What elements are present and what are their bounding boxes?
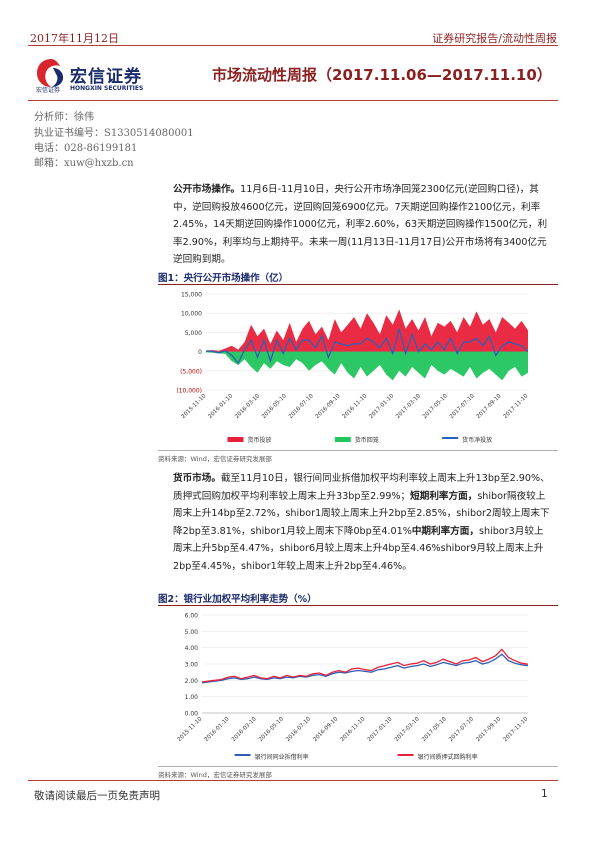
chart1-y-tick-label: (5,000) xyxy=(180,368,202,375)
chart1-y-tick-label: (10,000) xyxy=(176,388,202,395)
chart2-legend-label: 银行间质押式回购利率 xyxy=(418,753,478,761)
short-rate-lead: 短期利率方面， xyxy=(410,490,478,502)
chart2-x-tick-label: 2017-01-10 xyxy=(367,716,394,743)
chart2-x-tick-label: 2017-07-10 xyxy=(448,716,475,743)
page-number: 1 xyxy=(541,788,548,800)
company-logo-icon xyxy=(37,59,64,87)
chart2-y-tick-label: 6.00 xyxy=(185,613,199,620)
figure1-caption: 图1：央行公开市场操作（亿） xyxy=(158,273,289,284)
chart2-y-tick-label: 5.00 xyxy=(185,629,199,636)
figure1-top-rule xyxy=(158,284,558,285)
chart1-x-tick-label: 2016-05-10 xyxy=(261,393,288,420)
chart2-y-tick-label: 0.00 xyxy=(185,711,199,718)
chart1-legend-swatch xyxy=(334,437,351,442)
chart1-x-tick-label: 2017-07-10 xyxy=(449,393,476,420)
chart1-y-tick-label: 10,000 xyxy=(181,311,202,318)
chart1-x-tick-label: 2016-09-10 xyxy=(315,393,342,420)
section-money-market: 货币市场。截至11月10日，银行间同业拆借加权平均利率较上周末上升13bp至2.… xyxy=(173,470,553,575)
figure2-top-rule xyxy=(158,605,558,606)
short-rate-body: shibor隔夜较上周末上升14bp至2.72%，shibor1周较上周末上升2… xyxy=(173,490,550,537)
chart1-y-tick-label: 15,000 xyxy=(181,292,202,299)
section-money-market-lead: 货币市场。 xyxy=(173,473,221,484)
report-date: 2017年11月12日 xyxy=(30,32,119,45)
report-category: 证券研究报告/流动性周报 xyxy=(432,32,557,45)
chart2-x-tick-label: 2017-11-10 xyxy=(503,716,530,743)
chart1-x-tick-label: 2017-03-10 xyxy=(395,393,422,420)
header-divider xyxy=(28,45,558,46)
mid-rate-body: shibor3月较上周末上升5bp至4.47%，shibor6月较上周末上升4b… xyxy=(173,525,544,572)
chart2-x-tick-label: 2016-11-10 xyxy=(340,716,367,743)
chart2-x-tick-label: 2016-01-10 xyxy=(204,716,231,743)
footer-divider xyxy=(28,780,558,781)
chart1-x-tick-label: 2016-11-10 xyxy=(342,393,369,420)
chart2-series-line-2 xyxy=(201,648,529,683)
chart1-x-tick-label: 2017-09-10 xyxy=(476,393,503,420)
company-sub-cn: 宏信证券 xyxy=(36,87,61,94)
chart1-x-tick-label: 2017-01-10 xyxy=(368,393,395,420)
chart2-y-tick-label: 4.00 xyxy=(185,645,199,652)
chart1-legend-label: 货币净投放 xyxy=(462,436,492,444)
title-divider xyxy=(28,100,558,101)
chart2-x-tick-label: 2017-03-10 xyxy=(394,716,421,743)
chart2-x-tick-label: 2016-09-10 xyxy=(312,716,339,743)
section-open-market-body: 11月6日-11月10日，央行公开市场净回笼2300亿元(逆回购口径)，其中，逆… xyxy=(173,184,548,265)
figure2-source: 资料来源：Wind，宏信证券研究发展部 xyxy=(158,771,272,779)
figure1-bottom-rule xyxy=(158,450,558,451)
chart1-x-tick-label: 2016-01-10 xyxy=(207,393,234,420)
section-open-market: 公开市场操作。11月6日-11月10日，央行公开市场净回笼2300亿元(逆回购口… xyxy=(173,181,553,269)
chart1-x-tick-label: 2017-11-10 xyxy=(503,393,530,420)
chart1-x-tick-label: 2017-05-10 xyxy=(422,393,449,420)
chart2-x-tick-label: 2015-11-10 xyxy=(177,716,204,743)
chart1-series-area-1 xyxy=(206,309,528,352)
chart2-x-tick-label: 2016-05-10 xyxy=(258,716,285,743)
chart1-y-tick-label: 0 xyxy=(198,349,202,356)
figure2-caption: 图2：银行业加权平均利率走势（%） xyxy=(158,594,317,605)
chart1-legend-swatch xyxy=(442,437,459,439)
mid-rate-lead: 中期利率方面， xyxy=(411,525,479,537)
chart1-x-tick-label: 2015-11-10 xyxy=(181,393,208,420)
chart2-legend-swatch xyxy=(234,754,251,756)
chart1-legend-label: 货币回笼 xyxy=(355,436,379,444)
chart2-legend-label: 银行间同业拆借利率 xyxy=(255,753,309,761)
chart2-x-tick-label: 2016-03-10 xyxy=(231,716,258,743)
chart1-series-line-3 xyxy=(206,328,529,365)
open-market-chart: 15,000 10,000 5,000 0 (5,000) (10,000)2015-11… xyxy=(176,292,530,445)
chart1-x-tick-label: 2016-07-10 xyxy=(288,393,315,420)
chart2-x-tick-label: 2016-07-10 xyxy=(285,716,312,743)
chart1-series-area-2 xyxy=(206,351,528,381)
chart2-x-tick-label: 2017-05-10 xyxy=(421,716,448,743)
chart2-y-tick-label: 3.00 xyxy=(185,662,199,669)
chart2-y-tick-label: 1.00 xyxy=(185,694,199,701)
figure1-source: 资料来源：Wind，宏信证券研究发展部 xyxy=(158,455,272,463)
chart2-x-tick-label: 2017-09-10 xyxy=(475,716,502,743)
analyst-phone: 电话：028-86199181 xyxy=(34,143,138,154)
section-money-market-p1: 截至11月10日，银行间同业拆借加权平均利率较上周末上升13bp至2.90%、质… xyxy=(173,473,550,502)
chart1-legend-label: 货币投放 xyxy=(247,436,271,444)
chart2-y-tick-label: 2.00 xyxy=(185,678,199,685)
section-open-market-lead: 公开市场操作。 xyxy=(173,184,241,195)
page-title: 市场流动性周报（2017.11.06—2017.11.10） xyxy=(212,66,552,84)
analyst-name: 分析师：徐伟 xyxy=(34,112,94,123)
analyst-cert: 执业证书编号：S1330514080001 xyxy=(34,128,194,139)
chart1-x-tick-label: 2016-03-10 xyxy=(234,393,261,420)
analyst-email[interactable]: 邮箱：xuw@hxzb.cn xyxy=(34,158,134,169)
company-sub-en: HONGXIN SECURITIES xyxy=(70,85,144,92)
chart2-legend-swatch xyxy=(397,754,414,756)
company-name: 宏信证券 xyxy=(70,67,142,87)
chart1-legend-swatch xyxy=(227,437,244,442)
chart2-series-line-1 xyxy=(201,653,529,684)
chart1-y-tick-label: 5,000 xyxy=(185,330,202,337)
figure2-bottom-rule xyxy=(158,766,558,767)
footer-disclaimer[interactable]: 敬请阅读最后一页免责声明 xyxy=(34,790,160,802)
